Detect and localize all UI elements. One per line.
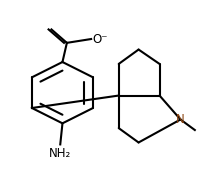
Text: N: N [176,113,185,126]
Text: NH₂: NH₂ [49,147,71,160]
Text: O⁻: O⁻ [92,32,108,46]
